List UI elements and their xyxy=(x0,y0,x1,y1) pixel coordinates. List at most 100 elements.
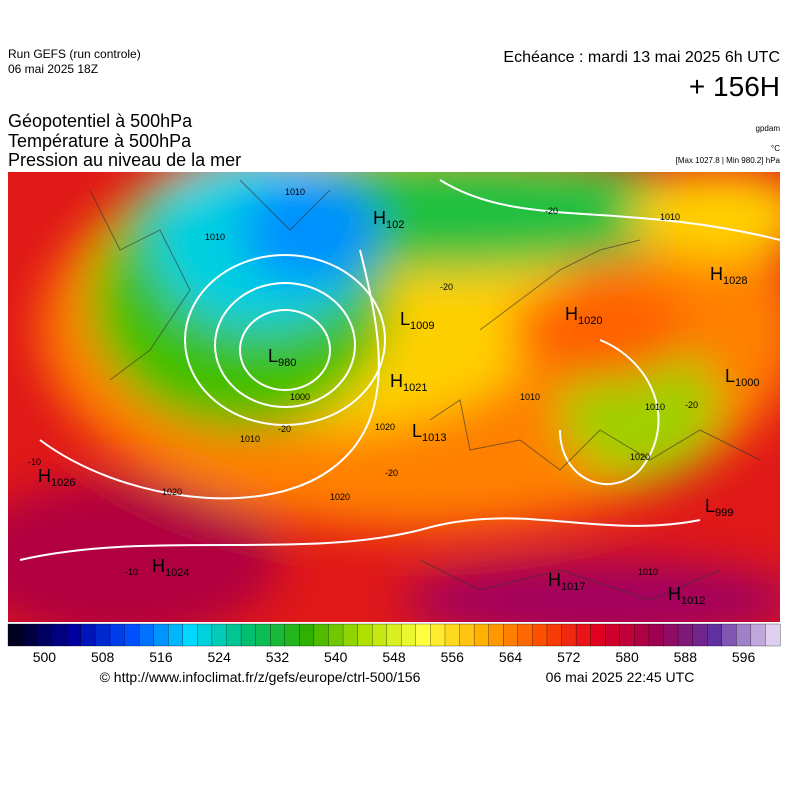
centre-type: L xyxy=(725,366,735,386)
centre-type: H xyxy=(38,466,51,486)
colorbar-swatch xyxy=(677,623,694,647)
colorbar-tick-label: 580 xyxy=(615,649,639,665)
colorbar-swatch xyxy=(124,623,140,647)
colorbar-swatch xyxy=(692,623,708,647)
colorbar-tick-label: 532 xyxy=(266,649,290,665)
issue-time: 06 mai 2025 22:45 UTC xyxy=(546,669,695,685)
centre-value: 980 xyxy=(278,357,296,369)
colorbar-swatch xyxy=(372,623,388,647)
pressure-centre: L999 xyxy=(705,496,733,519)
colorbar-swatch xyxy=(444,623,460,647)
centre-value: 102 xyxy=(386,219,404,231)
centre-value: 1020 xyxy=(578,315,602,327)
colorbar-swatch xyxy=(401,623,417,647)
colorbar-swatch xyxy=(750,623,766,647)
colorbar-swatch xyxy=(707,623,723,647)
colorbar-swatch xyxy=(36,623,53,647)
isotherm-label: -20 xyxy=(440,282,453,292)
colorbar-swatch xyxy=(284,623,300,647)
colorbar-swatch xyxy=(619,623,635,647)
colorbar-swatch xyxy=(517,623,533,647)
isobar-label: 1010 xyxy=(645,402,665,412)
colorbar-swatch xyxy=(736,623,752,647)
unit: °C xyxy=(771,144,780,153)
pressure-centre: H1021 xyxy=(390,371,427,394)
colorbar-tick-label: 556 xyxy=(441,649,465,665)
pressure-centre: H102 xyxy=(373,208,404,231)
colorbar-tick-label: 524 xyxy=(208,649,232,665)
pressure-centre: L980 xyxy=(268,346,296,369)
colorbar-swatch xyxy=(270,623,286,647)
colorbar-swatch xyxy=(211,623,227,647)
colorbar-tick-label: 596 xyxy=(732,649,756,665)
unit: gpdam xyxy=(756,124,781,133)
colorbar-tick-label: 516 xyxy=(149,649,173,665)
pressure-centre: H1012 xyxy=(668,584,705,607)
echeance: Echéance : mardi 13 mai 2025 6h UTC xyxy=(503,49,780,66)
colorbar-swatch xyxy=(546,623,562,647)
isobar-label: 1000 xyxy=(290,392,310,402)
colorbar-swatch xyxy=(328,623,344,647)
colorbar-swatch xyxy=(561,623,577,647)
run-date: 06 mai 2025 18Z xyxy=(8,62,98,76)
colorbar-swatch xyxy=(66,623,82,647)
centre-type: L xyxy=(705,496,715,516)
centre-type: L xyxy=(400,309,410,329)
centre-value: 1028 xyxy=(723,275,747,287)
centre-type: H xyxy=(152,556,165,576)
centre-value: 1024 xyxy=(165,567,189,579)
centre-value: 1017 xyxy=(561,581,585,593)
centre-value: 1026 xyxy=(51,477,75,489)
colorbar-swatch xyxy=(299,623,315,647)
source-url: © http://www.infoclimat.fr/z/gefs/europe… xyxy=(100,669,421,685)
colorbar-swatch xyxy=(575,623,592,647)
pressure-centre: H1028 xyxy=(710,264,747,287)
unit: [Max 1027.8 | Min 980.2] hPa xyxy=(676,156,781,165)
isotherm-label: -20 xyxy=(685,400,698,410)
colorbar-swatch xyxy=(415,623,431,647)
isotherm-label: -20 xyxy=(545,206,558,216)
colorbar-tick-label: 548 xyxy=(382,649,406,665)
isobar-label: 1020 xyxy=(375,422,395,432)
colorbar-swatch xyxy=(168,623,184,647)
isobar-label: 1020 xyxy=(162,487,182,497)
colorbar-swatch xyxy=(51,623,67,647)
pressure-centre: L1000 xyxy=(725,366,760,389)
centre-type: H xyxy=(373,208,386,228)
centre-type: H xyxy=(668,584,681,604)
colorbar-swatch xyxy=(80,623,96,647)
centre-type: L xyxy=(268,346,278,366)
pressure-centre: L1009 xyxy=(400,309,435,332)
isotherm-label: -10 xyxy=(28,457,41,467)
colorbar-tick-label: 564 xyxy=(499,649,523,665)
isobar-label: 1010 xyxy=(638,567,658,577)
centre-value: 1012 xyxy=(681,595,705,607)
centre-value: 1013 xyxy=(422,432,446,444)
centre-value: 999 xyxy=(715,507,733,519)
colorbar-swatch xyxy=(240,623,257,647)
colorbar-swatch xyxy=(488,623,504,647)
colorbar-swatch xyxy=(721,623,737,647)
colorbar-tick-label: 508 xyxy=(91,649,115,665)
colorbar-swatch xyxy=(342,623,359,647)
colorbar-swatch xyxy=(138,623,155,647)
isobar-label: 1010 xyxy=(205,232,225,242)
colorbar-swatch xyxy=(357,623,373,647)
isobar-label: 1010 xyxy=(520,392,540,402)
colorbar-swatch xyxy=(313,623,329,647)
colorbar-swatch xyxy=(95,623,111,647)
isobar-label: 1020 xyxy=(630,452,650,462)
colorbar-swatch xyxy=(386,623,402,647)
pressure-centre: H1020 xyxy=(565,304,602,327)
isotherm-label: -20 xyxy=(278,424,291,434)
colorbar-swatch xyxy=(532,623,548,647)
colorbar-swatch xyxy=(663,623,679,647)
centre-type: H xyxy=(548,570,561,590)
colorbar-tick-label: 500 xyxy=(33,649,57,665)
isotherm-label: -10 xyxy=(125,567,138,577)
run-label: Run GEFS (run controle) xyxy=(8,47,141,61)
colorbar-swatch xyxy=(109,623,125,647)
centre-value: 1021 xyxy=(403,382,427,394)
colorbar-swatch xyxy=(226,623,242,647)
colorbar-tick-label: 572 xyxy=(557,649,581,665)
